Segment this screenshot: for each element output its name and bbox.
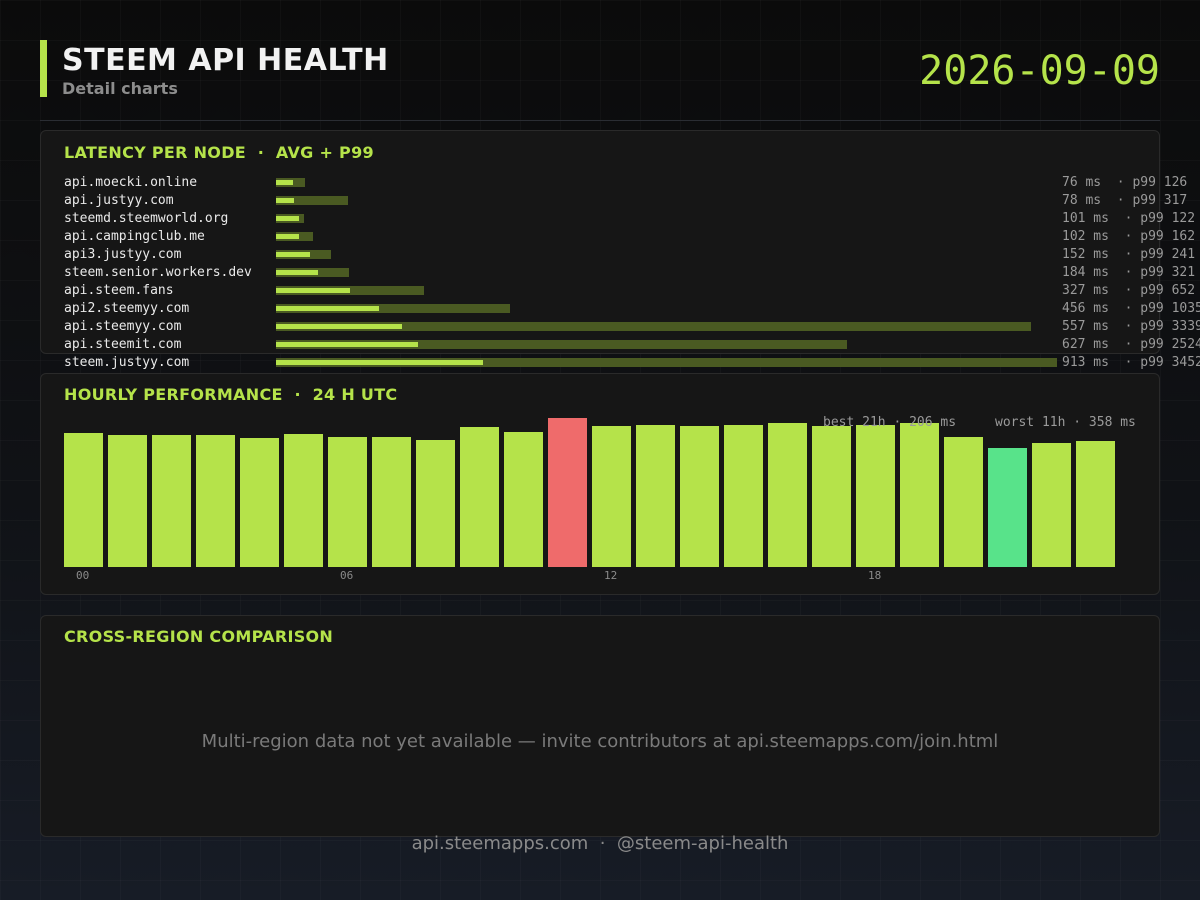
hour-bar	[944, 437, 983, 567]
latency-row: api3.justyy.com 152 ms · p99 241	[64, 246, 1200, 264]
latency-p99-bar	[276, 358, 1057, 367]
latency-node-name: api2.steemyy.com	[64, 301, 190, 316]
hour-bar	[680, 425, 719, 567]
latency-row: api.justyy.com 78 ms · p99 317	[64, 192, 1200, 210]
page-title: STEEM API HEALTH	[62, 43, 389, 78]
latency-node-name: steem.justyy.com	[64, 355, 190, 370]
latency-p99-bar	[276, 304, 511, 313]
latency-value-label: 152 ms · p99 241	[1062, 247, 1196, 262]
latency-avg-bar	[276, 360, 483, 365]
latency-avg-bar	[276, 288, 350, 293]
latency-node-name: steem.senior.workers.dev	[64, 265, 252, 280]
latency-node-name: api.steemit.com	[64, 337, 182, 352]
latency-value-label: 184 ms · p99 321	[1062, 265, 1196, 280]
latency-p99-bar	[276, 340, 848, 349]
latency-avg-bar	[276, 234, 300, 239]
latency-avg-bar	[276, 270, 318, 275]
latency-row: api.moecki.online 76 ms · p99 126	[64, 174, 1200, 192]
hour-bar	[284, 434, 323, 567]
hourly-worst-summary: worst 11h · 358 ms	[995, 415, 1136, 430]
hour-bar	[548, 418, 587, 567]
header-divider	[40, 120, 1160, 121]
latency-value-label: 557 ms · p99 3339	[1062, 319, 1200, 334]
hour-bar	[108, 434, 147, 567]
latency-value-label: 913 ms · p99 3452	[1062, 355, 1200, 370]
hour-tick-label: 18	[868, 569, 882, 582]
latency-panel	[40, 130, 1160, 354]
latency-avg-bar	[276, 324, 403, 329]
latency-avg-bar	[276, 216, 299, 221]
hour-bar	[372, 437, 411, 567]
cross-region-panel-title: CROSS-REGION COMPARISON	[64, 627, 334, 646]
latency-row: api.steemit.com 627 ms · p99 2524	[64, 336, 1200, 354]
latency-p99-bar	[276, 322, 1032, 331]
latency-row: steem.justyy.com 913 ms · p99 3452	[64, 354, 1200, 372]
latency-row: steem.senior.workers.dev 184 ms · p99 321	[64, 264, 1200, 282]
hour-bar	[812, 426, 851, 567]
hour-bar	[592, 426, 631, 567]
hour-bar	[64, 432, 103, 567]
latency-node-name: steemd.steemworld.org	[64, 211, 229, 226]
latency-row: steemd.steemworld.org 101 ms · p99 122	[64, 210, 1200, 228]
latency-avg-bar	[276, 306, 380, 311]
hour-bar	[724, 424, 763, 567]
hour-bar	[900, 423, 939, 567]
cross-region-panel	[40, 615, 1160, 837]
latency-row: api.steem.fans 327 ms · p99 652	[64, 282, 1200, 300]
hour-bar	[504, 431, 543, 567]
latency-value-label: 78 ms · p99 317	[1062, 193, 1188, 208]
footer-text: api.steemapps.com · @steem-api-health	[411, 833, 789, 854]
latency-avg-bar	[276, 252, 311, 257]
cross-region-empty-message: Multi-region data not yet available — in…	[201, 731, 999, 752]
hour-bar	[1076, 441, 1115, 567]
latency-p99-bar	[276, 196, 348, 205]
latency-value-label: 456 ms · p99 1035	[1062, 301, 1200, 316]
title-accent-bar	[40, 40, 47, 97]
hour-bar	[416, 440, 455, 567]
latency-node-name: api.moecki.online	[64, 175, 198, 190]
latency-node-name: api.justyy.com	[64, 193, 174, 208]
latency-value-label: 101 ms · p99 122	[1062, 211, 1196, 226]
latency-row: api.campingclub.me 102 ms · p99 162	[64, 228, 1200, 246]
latency-avg-bar	[276, 180, 294, 185]
latency-value-label: 627 ms · p99 2524	[1062, 337, 1200, 352]
latency-row: api2.steemyy.com 456 ms · p99 1035	[64, 300, 1200, 318]
hourly-best-summary: best 21h · 206 ms	[823, 415, 957, 430]
hour-bar	[152, 435, 191, 567]
latency-avg-bar	[276, 342, 418, 347]
hour-bar	[988, 447, 1027, 567]
hour-bar	[856, 424, 895, 567]
latency-node-name: api.campingclub.me	[64, 229, 205, 244]
hour-bar	[196, 435, 235, 567]
page-subtitle: Detail charts	[62, 79, 178, 98]
hour-bar	[240, 437, 279, 567]
latency-node-name: api.steem.fans	[64, 283, 174, 298]
latency-value-label: 327 ms · p99 652	[1062, 283, 1196, 298]
latency-panel-title: LATENCY PER NODE · AVG + P99	[64, 143, 374, 162]
latency-node-name: api3.justyy.com	[64, 247, 182, 262]
latency-avg-bar	[276, 198, 294, 203]
hour-tick-label: 00	[76, 569, 90, 582]
latency-row: api.steemyy.com 557 ms · p99 3339	[64, 318, 1200, 336]
latency-value-label: 76 ms · p99 126	[1062, 175, 1188, 190]
hour-bar	[460, 427, 499, 567]
hour-bar	[768, 422, 807, 567]
hour-bar	[1032, 442, 1071, 567]
latency-node-name: api.steemyy.com	[64, 319, 182, 334]
hourly-panel-title: HOURLY PERFORMANCE · 24 H UTC	[64, 385, 398, 404]
report-date: 2026-09-09	[919, 48, 1160, 94]
latency-value-label: 102 ms · p99 162	[1062, 229, 1196, 244]
hour-bar	[636, 424, 675, 567]
hour-tick-label: 06	[340, 569, 354, 582]
hour-tick-label: 12	[604, 569, 618, 582]
hour-bar	[328, 437, 367, 567]
